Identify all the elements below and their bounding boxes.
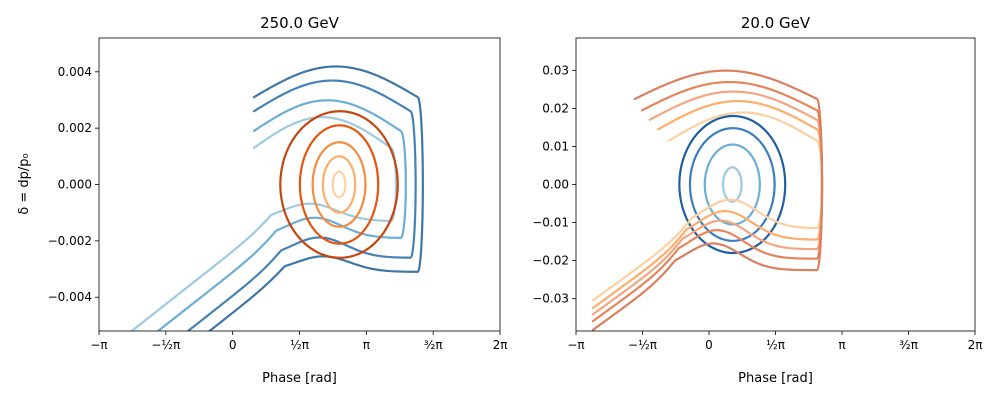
x-tick-label: 2π [968,338,983,352]
panel-title: 250.0 GeV [260,14,340,32]
y-tick-label: −0.01 [532,216,569,230]
y-tick-label: 0.01 [542,139,569,153]
y-ticks-left: 0.004 0.002 0.000 −0.002 −0.004 [48,65,99,304]
y-tick-label: −0.002 [48,234,92,248]
trajectory-1 [721,166,743,203]
y-tick-label: 0.03 [542,63,569,77]
trajectory-6 [321,155,357,214]
trajectory-5 [331,170,347,199]
x-tick-label: π [838,338,845,352]
panel-left: 250.0 GeV −π −½π 0 ½π π ³⁄₂π 2π 0.0040.0020.00… [17,14,507,386]
x-tick-label: −π [90,338,107,352]
x-tick-label: ³⁄₂π [424,338,443,352]
y-tick-label: 0.00 [542,178,569,192]
trajectory-7 [591,90,824,316]
y-ticks-right: 0.03 0.02 0.01 0.00 −0.01 −0.02 −0.03 [532,63,576,306]
trajectory-4 [207,65,424,331]
trajectory-3 [688,127,776,242]
y-tick-label: −0.02 [532,254,569,268]
plot-area-right [591,69,824,331]
x-tick-label: ½π [766,338,785,352]
x-tick-label: −½π [628,338,657,352]
x-axis-label: Phase [rad] [262,371,337,386]
trajectory-6 [591,99,824,310]
x-tick-label: −π [567,338,584,352]
panel-title: 20.0 GeV [741,14,811,32]
y-tick-label: 0.000 [58,178,92,192]
trajectory-4 [678,114,787,255]
x-tick-label: 0 [705,338,713,352]
x-axis-label: Phase [rad] [738,371,813,386]
x-tick-label: 2π [493,338,508,352]
trajectory-2 [156,99,407,331]
x-ticks-right: −π −½π 0 ½π π ³⁄₂π 2π [567,331,982,352]
y-axis-label: δ = dp/p₀ [17,153,32,214]
x-tick-label: −½π [151,338,180,352]
x-tick-label: π [363,338,370,352]
y-tick-label: −0.004 [48,290,92,304]
trajectory-5 [591,111,824,302]
x-ticks-left: −π −½π 0 ½π π ³⁄₂π 2π [90,331,507,352]
y-tick-label: −0.03 [532,292,569,306]
plot-area-left [129,65,424,331]
y-tick-label: 0.004 [58,65,92,79]
trajectory-3 [186,79,417,331]
trajectory-7 [311,141,367,228]
y-tick-label: 0.002 [58,121,92,135]
y-tick-label: 0.02 [542,101,569,115]
x-tick-label: 0 [229,338,237,352]
trajectory-9 [279,110,399,259]
panel-right: 20.0 GeV −π −½π 0 ½π π ³⁄₂π 2π 0.030.020.010.0… [532,14,982,386]
trajectory-8 [298,124,380,245]
trajectory-8 [591,80,824,323]
trajectory-9 [591,69,824,331]
x-tick-label: ³⁄₂π [899,338,918,352]
x-tick-label: ½π [290,338,309,352]
